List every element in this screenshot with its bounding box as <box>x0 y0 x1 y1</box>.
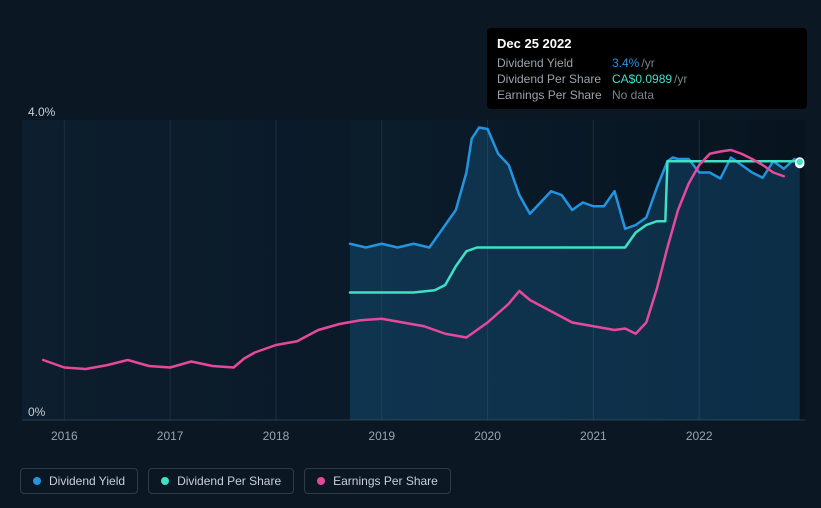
tooltip-row: Dividend Yield3.4%/yr <box>497 55 797 71</box>
svg-text:2020: 2020 <box>474 429 501 443</box>
chart-tooltip: Dec 25 2022 Dividend Yield3.4%/yrDividen… <box>487 28 807 109</box>
legend-item[interactable]: Dividend Per Share <box>148 468 294 494</box>
legend-label: Dividend Per Share <box>177 474 281 488</box>
tooltip-label: Dividend Yield <box>497 56 612 70</box>
tooltip-value: CA$0.0989 <box>612 72 672 86</box>
svg-text:0%: 0% <box>28 405 46 419</box>
tooltip-row: Dividend Per ShareCA$0.0989/yr <box>497 71 797 87</box>
tooltip-unit: /yr <box>641 56 654 70</box>
legend-label: Dividend Yield <box>49 474 125 488</box>
line-chart: 2016 2017 2018 2019 2020 2021 2022 0% 4.0% <box>0 100 821 460</box>
svg-text:2018: 2018 <box>263 429 290 443</box>
tooltip-label: Dividend Per Share <box>497 72 612 86</box>
legend-dot-icon <box>161 477 169 485</box>
legend-item[interactable]: Dividend Yield <box>20 468 138 494</box>
tooltip-date: Dec 25 2022 <box>497 34 797 55</box>
legend-label: Earnings Per Share <box>333 474 438 488</box>
legend-item[interactable]: Earnings Per Share <box>304 468 451 494</box>
svg-text:2019: 2019 <box>368 429 395 443</box>
svg-text:2022: 2022 <box>686 429 713 443</box>
svg-text:2021: 2021 <box>580 429 607 443</box>
legend-dot-icon <box>33 477 41 485</box>
chart-legend: Dividend Yield Dividend Per Share Earnings… <box>20 468 451 494</box>
tooltip-unit: /yr <box>674 72 687 86</box>
tooltip-value: 3.4% <box>612 56 639 70</box>
legend-dot-icon <box>317 477 325 485</box>
svg-text:4.0%: 4.0% <box>28 105 56 119</box>
svg-text:2017: 2017 <box>157 429 184 443</box>
svg-text:2016: 2016 <box>51 429 78 443</box>
